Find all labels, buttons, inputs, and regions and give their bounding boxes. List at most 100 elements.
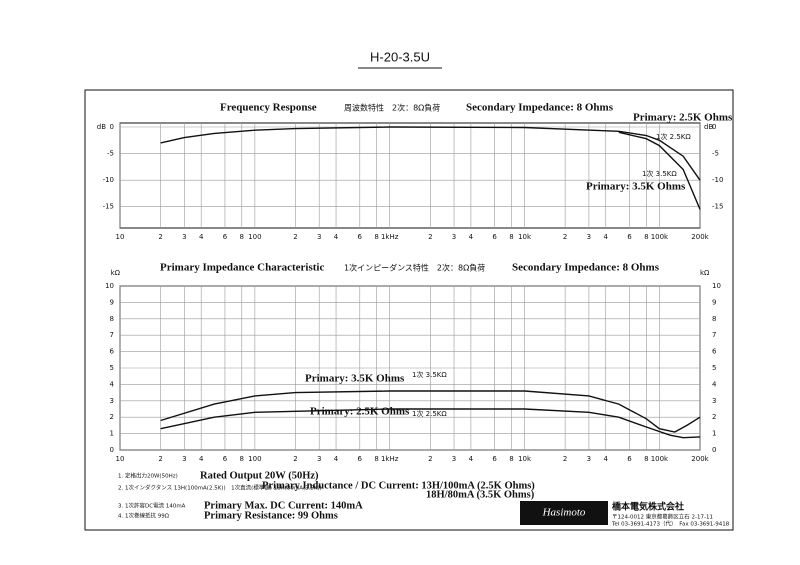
x-tick-label: 8 <box>374 455 378 463</box>
y-tick-label: 10 <box>105 282 114 290</box>
x-tick-label: 6 <box>358 233 363 241</box>
x-tick-label: 2 <box>428 455 432 463</box>
y-tick-label: 6 <box>110 348 115 356</box>
x-tick-label: 3 <box>317 455 321 463</box>
series-line <box>160 408 701 439</box>
x-tick-label: 10k <box>518 233 532 241</box>
annotation: 1次 2.5KΩ <box>412 409 447 418</box>
x-tick-label: 3 <box>317 233 321 241</box>
y-tick-label: 3 <box>110 397 114 405</box>
x-tick-label: 8 <box>374 233 378 241</box>
chart-subtitle: 1次インピーダンス特性 2次：8Ω負荷 <box>344 263 485 273</box>
x-tick-label: 100 <box>248 455 261 463</box>
x-tick-label: 1kHz <box>381 455 399 463</box>
x-tick-label: 100 <box>248 233 261 241</box>
y-tick-label-right: 0 <box>712 123 716 131</box>
y-tick-label-right: 0 <box>712 446 716 454</box>
x-tick-label: 4 <box>469 233 474 241</box>
y-tick-label-right: 6 <box>712 348 717 356</box>
series-label: Primary: 3.5K Ohms <box>305 373 405 385</box>
x-tick-label: 3 <box>587 455 591 463</box>
y-tick-label-right: 7 <box>712 331 716 339</box>
x-tick-label: 4 <box>469 455 474 463</box>
spec-en: 18H/80mA (3.5K Ohms) <box>426 489 535 500</box>
y-tick-label: 8 <box>110 315 114 323</box>
chart-title: Frequency Response <box>220 102 317 114</box>
x-tick-label: 200k <box>691 233 709 241</box>
x-tick-label: 8 <box>240 233 244 241</box>
y-tick-label: 4 <box>110 380 115 388</box>
x-tick-label: 8 <box>509 455 513 463</box>
y-tick-label: -10 <box>103 176 114 184</box>
company-phone: Tel 03-3691-4173（代） Fax 03-3691-9418 <box>611 520 730 528</box>
y-tick-label-right: 2 <box>712 413 716 421</box>
spec-en: Primary Resistance: 99 Ohms <box>204 510 338 521</box>
y-tick-label: -5 <box>107 150 114 158</box>
x-tick-label: 6 <box>223 455 228 463</box>
x-tick-label: 2 <box>293 455 297 463</box>
series-line <box>160 126 701 181</box>
y-tick-label-right: 3 <box>712 397 716 405</box>
y-tick-label-right: -15 <box>712 203 723 211</box>
x-tick-label: 4 <box>604 455 609 463</box>
annotation: 1次 3.5KΩ <box>642 169 677 178</box>
chart-title: Primary Impedance Characteristic <box>160 262 324 274</box>
spec-en: Rated Output 20W (50Hz) <box>200 470 319 481</box>
page-title: H-20-3.5U <box>370 49 430 64</box>
x-tick-label: 3 <box>452 455 456 463</box>
x-tick-label: 3 <box>182 233 186 241</box>
chart-condition: Secondary Impedance: 8 Ohms <box>512 262 660 274</box>
logo: Hasimoto <box>542 507 586 519</box>
logo-box <box>520 501 608 525</box>
x-tick-label: 2 <box>158 233 162 241</box>
y-tick-label: 1 <box>110 430 114 438</box>
y-unit: kΩ <box>111 269 121 277</box>
x-tick-label: 200k <box>691 455 709 463</box>
y-tick-label: 7 <box>110 331 114 339</box>
x-tick-label: 10 <box>116 233 125 241</box>
x-tick-label: 4 <box>334 233 339 241</box>
x-tick-label: 3 <box>452 233 456 241</box>
y-tick-label: 0 <box>110 446 114 454</box>
y-tick-label-right: -10 <box>712 176 723 184</box>
x-tick-label: 8 <box>644 233 648 241</box>
x-tick-label: 2 <box>563 455 567 463</box>
y-unit-right: kΩ <box>700 269 710 277</box>
x-tick-label: 8 <box>644 455 648 463</box>
x-tick-label: 6 <box>627 233 632 241</box>
y-tick-label-right: 5 <box>712 364 716 372</box>
y-tick-label: 2 <box>110 413 114 421</box>
spec-en: Primary Inductance / DC Current: 13H/100… <box>262 480 535 491</box>
annotation: 1次 3.5KΩ <box>412 370 447 379</box>
x-tick-label: 2 <box>293 233 297 241</box>
frame <box>84 89 734 531</box>
series-label: Primary: 3.5K Ohms <box>586 181 686 193</box>
plot-area <box>119 122 701 229</box>
spec-ja: 4. 1次巻線抵抗 99Ω <box>118 512 169 520</box>
y-unit: dB <box>97 123 106 131</box>
y-tick-label: 5 <box>110 364 114 372</box>
x-tick-label: 4 <box>199 455 204 463</box>
spec-ja: 1. 定格出力20W(50Hz) <box>118 472 178 480</box>
y-tick-label-right: 1 <box>712 430 716 438</box>
x-tick-label: 2 <box>158 455 162 463</box>
y-tick-label: 9 <box>110 298 114 306</box>
x-tick-label: 6 <box>492 233 497 241</box>
x-tick-label: 2 <box>563 233 567 241</box>
y-tick-label-right: 9 <box>712 298 716 306</box>
x-tick-label: 6 <box>492 455 497 463</box>
x-tick-label: 6 <box>223 233 228 241</box>
company-name: 橋本電気株式会社 <box>612 501 684 513</box>
x-tick-label: 1kHz <box>381 233 399 241</box>
x-tick-label: 2 <box>428 233 432 241</box>
y-tick-label-right: 4 <box>712 380 717 388</box>
chart-subtitle: 周波数特性 2次：8Ω負荷 <box>344 103 440 113</box>
x-tick-label: 10 <box>116 455 125 463</box>
chart-condition: Secondary Impedance: 8 Ohms <box>466 102 614 114</box>
x-tick-label: 8 <box>240 455 244 463</box>
spec-ja: 2. 1次インダクタンス 13H(100mA(2.5K)) 1次直流(標準値) … <box>118 484 322 492</box>
x-tick-label: 3 <box>587 233 591 241</box>
series-line <box>160 390 701 433</box>
series-line <box>618 131 701 210</box>
